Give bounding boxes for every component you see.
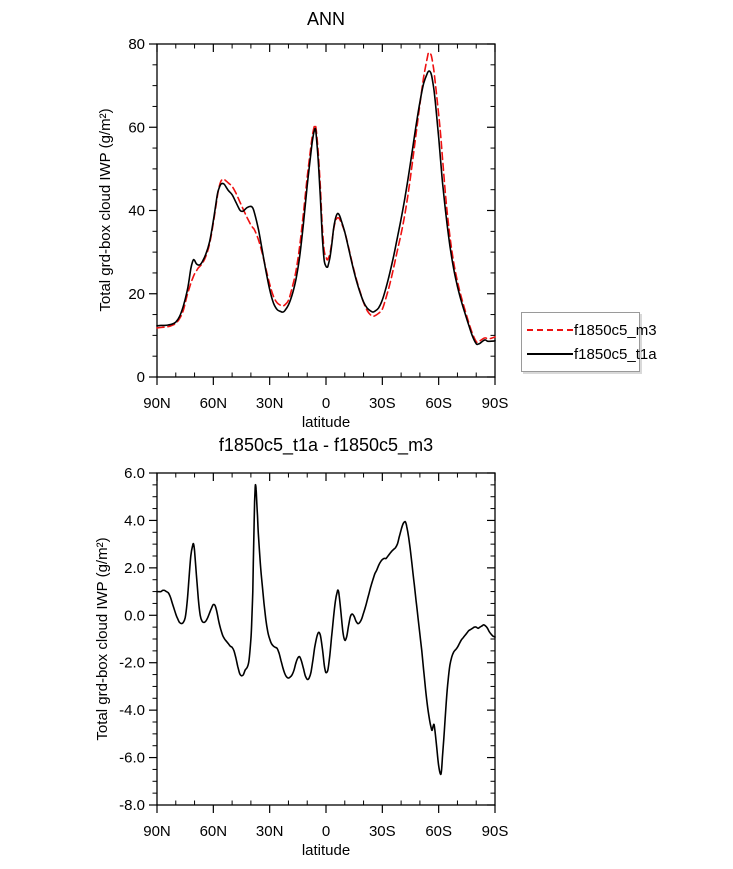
plot-frame [156, 43, 496, 378]
series-line-f1850c5_t1a - f1850c5_m3 [156, 483, 496, 776]
x-tick-label: 30N [256, 823, 284, 840]
top-panel-title: ANN [306, 9, 345, 29]
x-tick-label: 90S [482, 823, 509, 840]
x-tick-label: 30N [256, 395, 284, 412]
top-panel-x-axis-label: latitude [301, 414, 351, 431]
dashed-red-line-icon [527, 329, 573, 331]
legend-label-m3: f1850c5_m3 [574, 321, 657, 339]
panel-bottom: 90N 60N 30N 0 30S 60S 90S -8.0 -6.0 -4.0 -2.0 0.0 2.… [119, 465, 508, 840]
x-tick-label: 60N [200, 395, 228, 412]
y-tick-label: 60 [128, 119, 145, 136]
legend: f1850c5_m3 f1850c5_t1a [521, 312, 657, 372]
x-tick-label: 0 [322, 395, 330, 412]
y-tick-label: -4.0 [119, 702, 145, 719]
x-tick-label: 60S [425, 395, 452, 412]
x-tick-label: 90N [143, 823, 171, 840]
panel-top: 90N 60N 30N 0 30S 60S 90S 0 20 40 60 80 [128, 36, 508, 412]
bottom-panel-title: f1850c5_t1a - f1850c5_m3 [218, 435, 434, 455]
y-tick-label: -2.0 [119, 655, 145, 672]
x-tick-label: 30S [369, 395, 396, 412]
y-tick-label: 0 [137, 369, 145, 386]
solid-black-line-icon [527, 353, 573, 355]
x-tick-label: 30S [369, 823, 396, 840]
y-tick-label: 40 [128, 203, 145, 220]
x-tick-label: 60S [425, 823, 452, 840]
y-tick-label: 20 [128, 286, 145, 303]
legend-item-t1a: f1850c5_t1a [527, 342, 657, 366]
top-panel-y-axis-label: Total grd-box cloud IWP (g/m²) [97, 108, 114, 312]
y-tick-label: 2.0 [124, 560, 145, 577]
y-tick-label: -8.0 [119, 797, 145, 814]
y-tick-label: 4.0 [124, 512, 145, 529]
x-tick-label: 60N [200, 823, 228, 840]
x-tick-label: 90S [482, 395, 509, 412]
plot-frame [156, 472, 496, 806]
x-tick-label: 90N [143, 395, 171, 412]
legend-item-m3: f1850c5_m3 [527, 318, 657, 342]
y-tick-label: 0.0 [124, 607, 145, 624]
series-line-f1850c5_m3 [156, 51, 496, 344]
bottom-panel-x-axis-label: latitude [301, 842, 351, 859]
y-tick-label: 80 [128, 36, 145, 53]
y-tick-label: 6.0 [124, 465, 145, 482]
bottom-panel-y-axis-label: Total grd-box cloud IWP (g/m²) [94, 537, 111, 741]
legend-label-t1a: f1850c5_t1a [574, 345, 657, 363]
y-tick-label: -6.0 [119, 750, 145, 767]
series-line-f1850c5_t1a [156, 70, 496, 346]
x-tick-label: 0 [322, 823, 330, 840]
